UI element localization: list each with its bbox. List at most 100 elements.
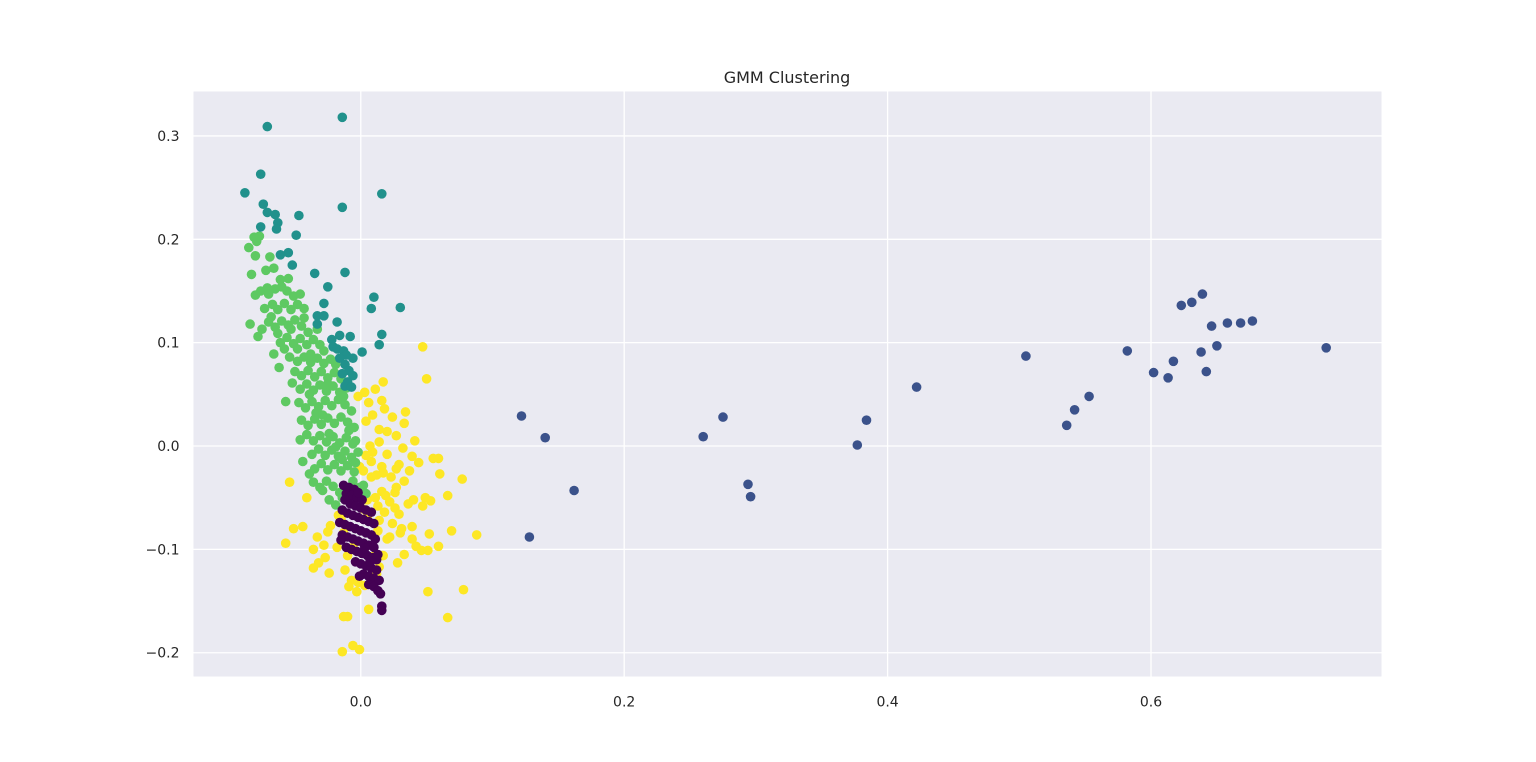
scatter-point — [1201, 366, 1212, 377]
scatter-point — [353, 487, 363, 498]
scatter-point — [350, 457, 361, 468]
scatter-point — [320, 395, 331, 406]
scatter-point — [399, 476, 410, 487]
scatter-point — [369, 518, 379, 529]
scatter-point — [400, 407, 411, 417]
scatter-point — [357, 347, 367, 357]
scatter-point — [1168, 356, 1179, 367]
scatter-point — [315, 380, 325, 390]
scatter-point — [861, 415, 872, 426]
scatter-point — [1212, 341, 1222, 351]
x-axis-ticks: 0.0 0.2 0.4 0.6 — [350, 695, 1163, 711]
scatter-point — [411, 541, 421, 552]
scatter-point — [1021, 351, 1031, 361]
scatter-point — [269, 263, 279, 274]
scatter-point — [292, 344, 303, 354]
scatter-point — [375, 589, 386, 599]
scatter-point — [320, 552, 331, 563]
scatter-point — [302, 429, 312, 440]
scatter-point — [399, 418, 410, 429]
scatter-point — [359, 543, 370, 554]
scatter-point — [379, 507, 390, 517]
scatter-point — [327, 400, 337, 411]
scatter-point — [308, 544, 319, 555]
scatter-point — [1247, 316, 1258, 326]
scatter-point — [308, 477, 319, 488]
scatter-point — [435, 469, 445, 479]
scatter-point — [317, 410, 328, 420]
scatter-point — [302, 492, 312, 503]
scatter-point — [425, 496, 436, 506]
scatter-point — [342, 417, 353, 428]
scatter-point — [395, 302, 406, 313]
scatter-point — [295, 384, 306, 395]
scatter-point — [399, 549, 410, 560]
scatter-point — [1197, 289, 1208, 299]
scatter-point — [328, 481, 338, 492]
scatter-point — [353, 391, 363, 402]
scatter-point — [304, 389, 315, 400]
scatter-point — [308, 563, 319, 573]
scatter-point — [288, 523, 299, 534]
scatter-point — [279, 298, 290, 309]
scatter-point — [282, 332, 292, 343]
scatter-point — [336, 412, 346, 422]
scatter-point — [312, 311, 323, 321]
scatter-point — [287, 260, 298, 270]
scatter-point — [246, 269, 257, 280]
scatter-point — [329, 367, 340, 378]
scatter-point — [341, 432, 352, 443]
scatter-point — [325, 520, 336, 531]
cluster-1-points — [244, 231, 371, 510]
scatter-point — [340, 565, 350, 575]
scatter-point — [396, 523, 407, 534]
scatter-point — [365, 557, 375, 567]
scatter-point — [316, 419, 327, 430]
scatter-point — [302, 339, 312, 350]
scatter-point — [370, 492, 381, 503]
scatter-point — [446, 526, 457, 536]
scatter-point — [244, 242, 254, 253]
scatter-point — [387, 412, 398, 422]
scatter-point — [718, 412, 728, 422]
scatter-point — [1196, 347, 1206, 357]
scatter-point — [330, 500, 341, 510]
scatter-point — [348, 353, 358, 364]
scatter-point — [374, 339, 385, 350]
scatter-point — [370, 534, 381, 544]
x-tick-label: 0.0 — [350, 695, 372, 711]
scatter-point — [305, 349, 316, 359]
scatter-points — [240, 112, 1331, 657]
scatter-point — [424, 529, 435, 539]
scatter-point — [370, 384, 381, 395]
scatter-point — [323, 379, 333, 389]
scatter-point — [1122, 346, 1133, 356]
scatter-point — [298, 456, 308, 467]
scatter-point — [329, 459, 340, 470]
scatter-point — [433, 541, 444, 552]
scatter-point — [283, 247, 294, 258]
scatter-point — [369, 542, 379, 553]
grid-lines — [193, 91, 1382, 677]
scatter-point — [271, 224, 282, 234]
scatter-point — [423, 545, 433, 556]
scatter-point — [332, 317, 342, 327]
scatter-point — [295, 333, 306, 344]
scatter-point — [269, 349, 279, 359]
scatter-point — [745, 491, 756, 502]
scatter-point — [284, 352, 295, 362]
scatter-point — [363, 397, 374, 408]
scatter-point — [569, 485, 579, 496]
scatter-point — [433, 453, 444, 464]
scatter-point — [257, 324, 267, 335]
scatter-point — [413, 457, 424, 468]
scatter-point — [369, 292, 379, 303]
scatter-point — [390, 487, 400, 498]
scatter-point — [373, 549, 383, 560]
scatter-point — [516, 411, 527, 421]
scatter-point — [324, 428, 335, 439]
scatter-point — [255, 169, 266, 179]
scatter-point — [261, 265, 271, 276]
scatter-point — [373, 501, 383, 511]
